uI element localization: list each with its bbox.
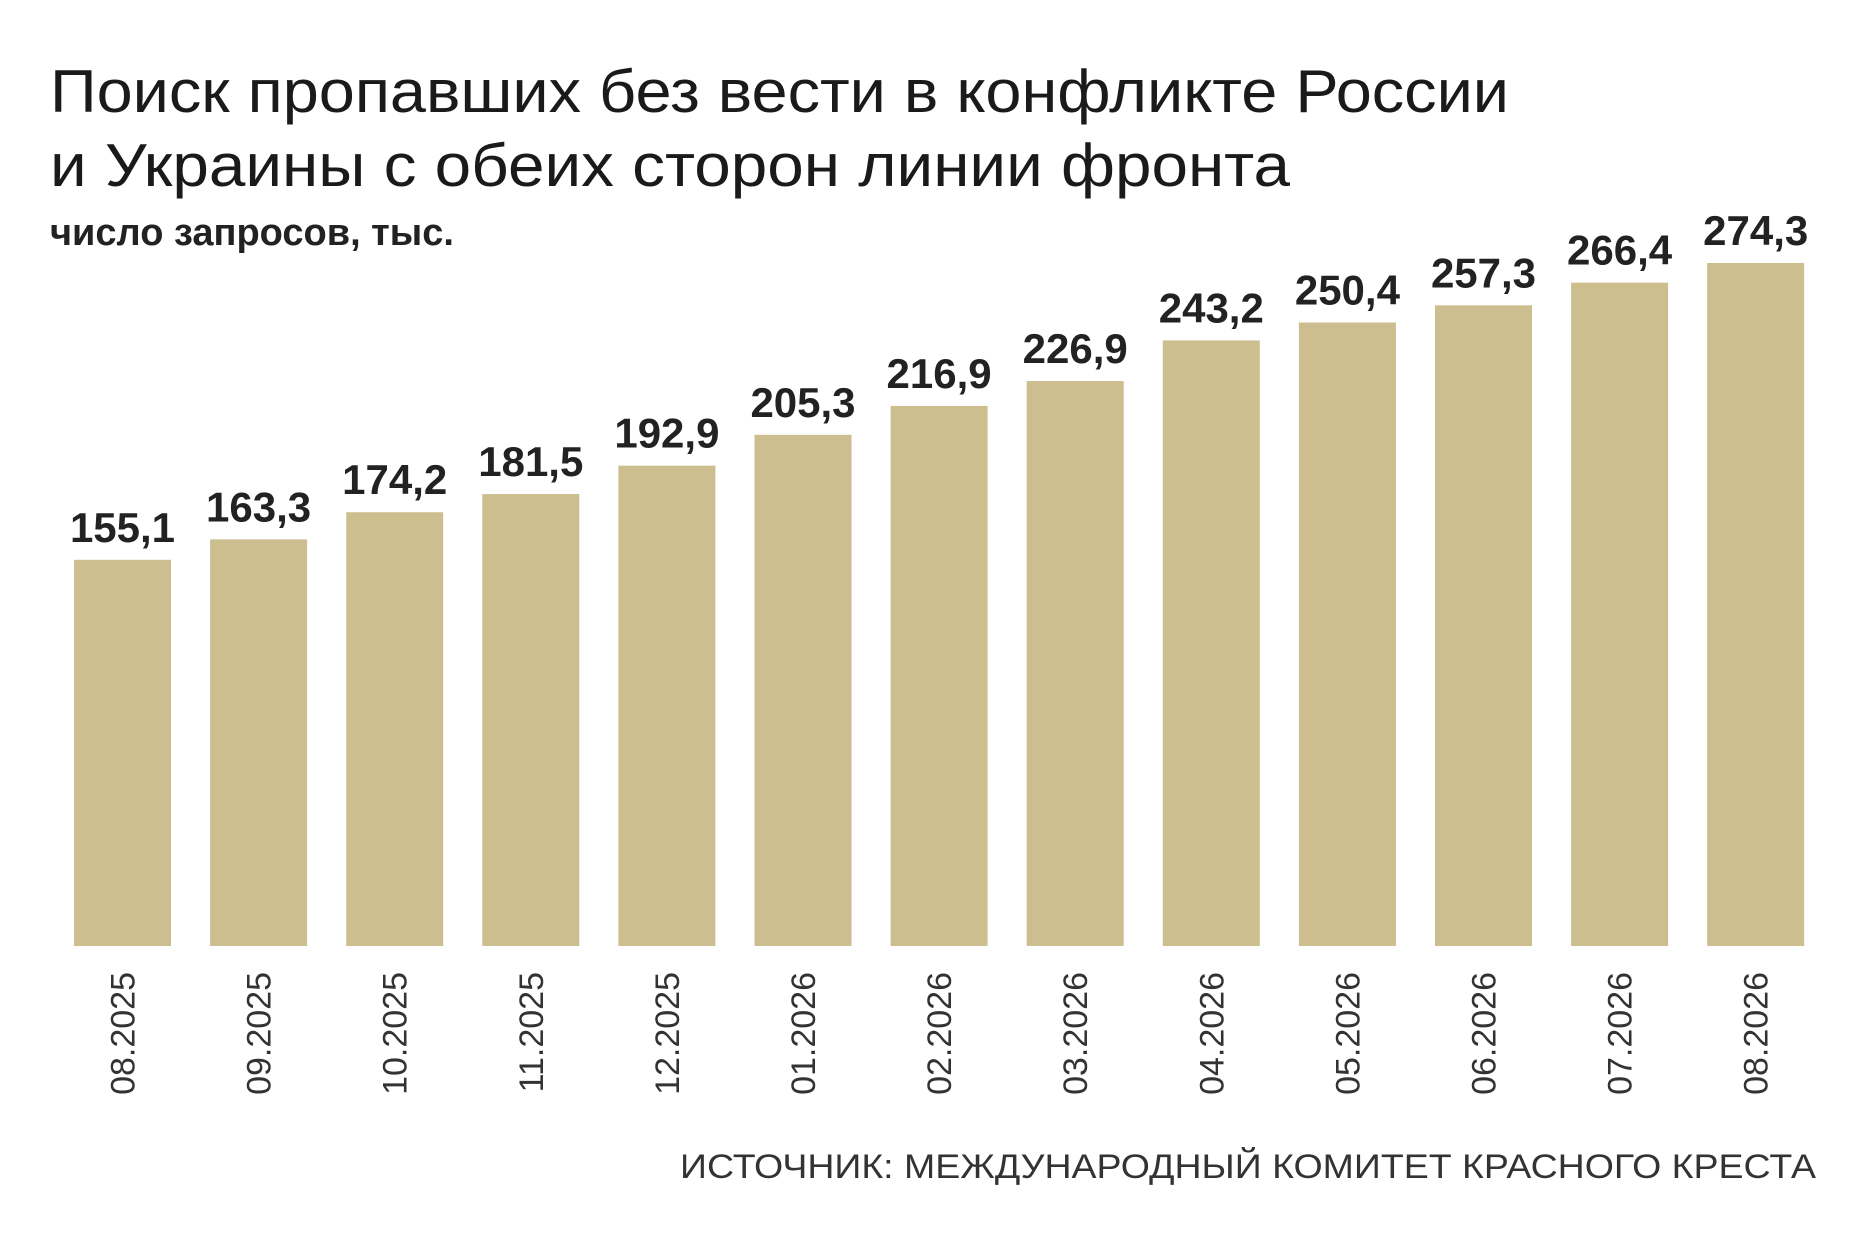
value-label: 155,1 <box>70 504 175 551</box>
bar <box>1298 322 1396 946</box>
x-tick-label: 04.2026 <box>1193 972 1231 1095</box>
value-label: 243,2 <box>1159 284 1264 331</box>
bar <box>890 405 988 946</box>
x-tick-label: 09.2025 <box>241 972 279 1095</box>
value-label: 192,9 <box>614 410 719 457</box>
bar <box>754 434 852 946</box>
bar <box>1707 262 1805 946</box>
value-label: 250,4 <box>1295 267 1401 314</box>
value-label: 257,3 <box>1431 249 1536 296</box>
value-label: 205,3 <box>750 379 855 426</box>
x-tick-label: 08.2025 <box>105 972 143 1095</box>
value-label: 266,4 <box>1567 227 1673 274</box>
x-tick-label: 07.2026 <box>1602 972 1640 1095</box>
bar <box>482 494 580 946</box>
x-tick-label: 08.2026 <box>1738 972 1776 1095</box>
bar <box>74 559 171 946</box>
bar <box>210 539 308 946</box>
value-label: 181,5 <box>478 438 583 485</box>
bar <box>618 465 716 946</box>
chart-title: и Украины с обеих сторон линии фронта <box>50 132 1291 199</box>
chart-title: Поиск пропавших без вести в конфликте Ро… <box>50 58 1509 125</box>
value-label: 226,9 <box>1023 325 1128 372</box>
x-tick-label: 03.2026 <box>1057 972 1095 1095</box>
bar <box>346 512 444 946</box>
x-tick-label: 06.2026 <box>1466 972 1504 1095</box>
chart-subtitle: число запросов, тыс. <box>50 212 454 254</box>
bar <box>1162 340 1260 946</box>
bar <box>1026 381 1124 946</box>
value-label: 216,9 <box>887 350 992 397</box>
x-tick-label: 05.2026 <box>1329 972 1367 1095</box>
bar <box>1435 305 1532 946</box>
x-tick-label: 10.2025 <box>377 972 415 1095</box>
value-label: 174,2 <box>342 456 447 503</box>
bar <box>1571 282 1669 946</box>
x-tick-label: 11.2025 <box>513 972 551 1092</box>
source: ИСТОЧНИК: МЕЖДУНАРОДНЫЙ КОМИТЕТ КРАСНОГО… <box>680 1148 1816 1186</box>
x-tick-label: 12.2025 <box>649 972 687 1095</box>
x-tick-label: 02.2026 <box>921 972 959 1095</box>
x-tick-label: 01.2026 <box>785 972 823 1095</box>
value-label: 274,3 <box>1703 207 1808 254</box>
value-label: 163,3 <box>206 483 311 530</box>
